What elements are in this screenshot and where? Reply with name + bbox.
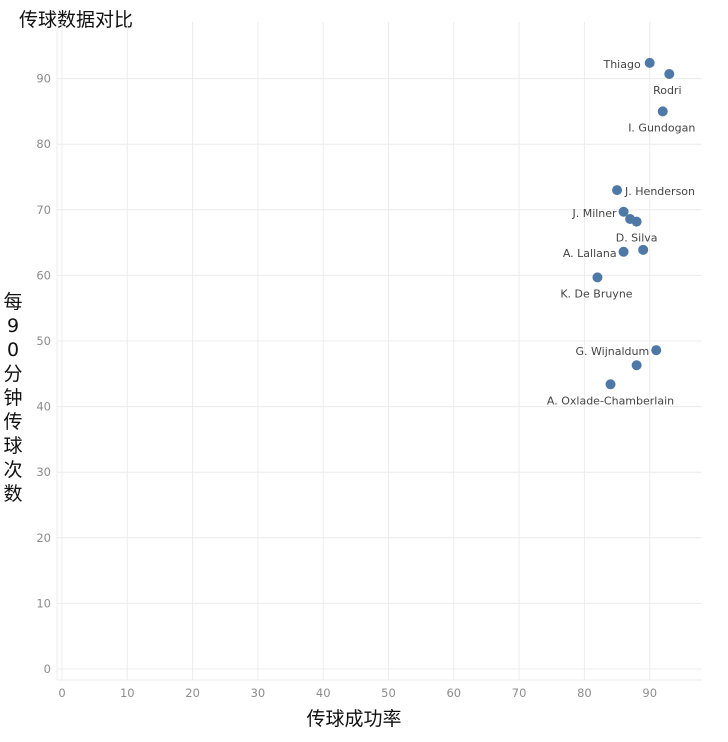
y-axis-title: 每90分钟传球次数 bbox=[3, 291, 23, 505]
data-label: Rodri bbox=[653, 84, 681, 97]
x-tick-label: 40 bbox=[316, 686, 331, 700]
data-point bbox=[631, 360, 642, 371]
x-tick-label: 20 bbox=[185, 686, 200, 700]
y-tick-label: 20 bbox=[36, 531, 51, 545]
grid-layer bbox=[56, 22, 702, 681]
y-tick-label: 70 bbox=[36, 203, 51, 217]
data-point bbox=[592, 272, 603, 283]
x-tick-label: 70 bbox=[512, 686, 527, 700]
data-point bbox=[638, 244, 649, 255]
data-point bbox=[618, 246, 629, 257]
y-tick-label: 30 bbox=[36, 465, 51, 479]
data-label: K. De Bruyne bbox=[560, 287, 632, 300]
y-tick-label: 50 bbox=[36, 334, 51, 348]
x-tick-label: 90 bbox=[642, 686, 657, 700]
y-tick-label: 90 bbox=[36, 72, 51, 86]
y-tick-label: 60 bbox=[36, 268, 51, 282]
data-point bbox=[651, 345, 662, 356]
data-point bbox=[631, 216, 642, 227]
data-label: D. Silva bbox=[616, 232, 658, 245]
y-tick-label: 10 bbox=[36, 596, 51, 610]
data-label: J. Milner bbox=[571, 207, 617, 220]
label-layer: Thiago Rodri I. Gundogan J. Henderson J. Mil… bbox=[547, 58, 695, 407]
data-point bbox=[618, 206, 629, 217]
x-axis-title-wrap: 传球成功率 bbox=[0, 704, 728, 731]
data-point bbox=[657, 106, 668, 117]
x-axis-title: 传球成功率 bbox=[306, 708, 402, 730]
tick-layer: 0 10 20 30 40 50 60 70 80 90 0 10 20 30 40 50 60 70 80 90 bbox=[36, 72, 657, 700]
x-tick-label: 50 bbox=[381, 686, 396, 700]
x-tick-label: 10 bbox=[120, 686, 135, 700]
y-tick-label: 0 bbox=[44, 662, 51, 676]
chart-title: 传球数据对比 bbox=[19, 9, 134, 31]
data-label: J. Henderson bbox=[624, 185, 695, 198]
data-point bbox=[644, 57, 655, 68]
data-point bbox=[605, 379, 616, 390]
x-tick-label: 60 bbox=[446, 686, 461, 700]
data-point bbox=[612, 185, 623, 196]
x-tick-label: 0 bbox=[58, 686, 65, 700]
point-layer bbox=[592, 57, 675, 390]
x-tick-label: 30 bbox=[251, 686, 266, 700]
data-label: Thiago bbox=[602, 58, 640, 71]
data-label: G. Wijnaldum bbox=[576, 345, 650, 358]
y-tick-label: 40 bbox=[36, 400, 51, 414]
data-point bbox=[664, 69, 675, 80]
data-label: A. Lallana bbox=[563, 247, 617, 260]
data-label: I. Gundogan bbox=[628, 121, 695, 134]
data-label: A. Oxlade-Chamberlain bbox=[547, 394, 674, 407]
y-tick-label: 80 bbox=[36, 137, 51, 151]
x-tick-label: 80 bbox=[577, 686, 592, 700]
